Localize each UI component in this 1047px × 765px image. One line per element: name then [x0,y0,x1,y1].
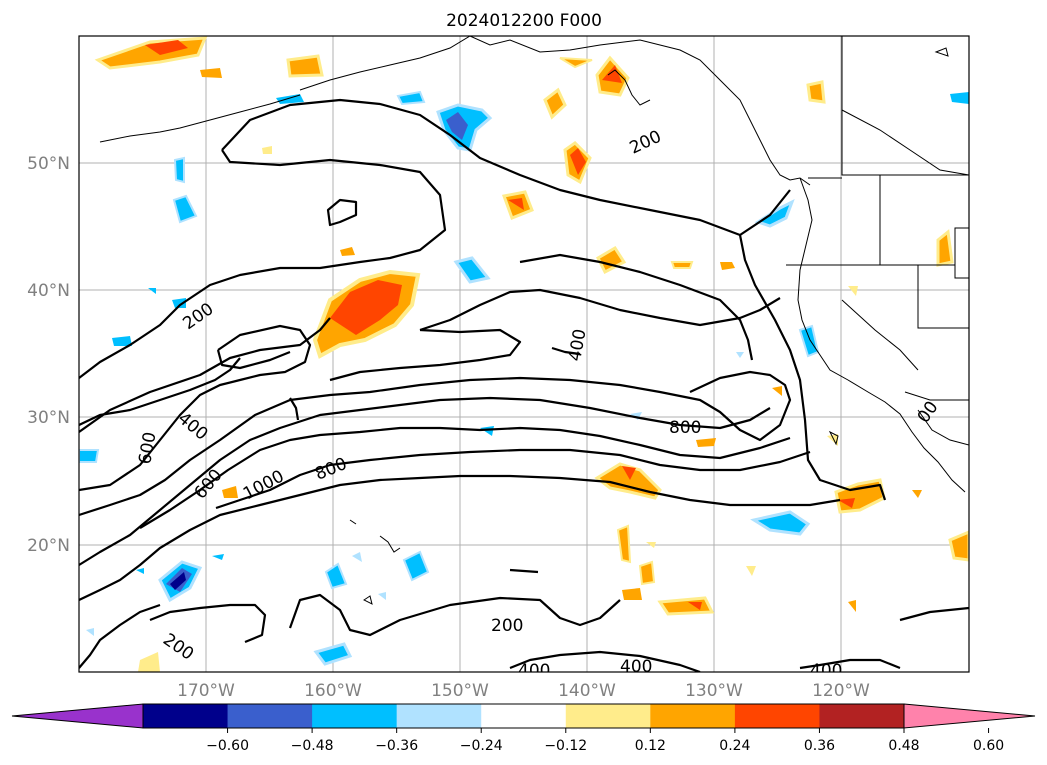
map-frame [78,35,970,673]
colorbar-segment [734,704,820,728]
colorbar-tick-label: −0.48 [291,738,334,754]
lon-label: 140°W [558,681,616,701]
lat-label: 30°N [27,408,70,428]
contour-label: 200 [159,630,197,665]
colorbar-tick-label: −0.36 [375,738,418,754]
colorbar-tick-label: 0.48 [888,738,919,754]
colorbar-tick-label: 0.12 [635,738,666,754]
colorbar-tick-label: −0.24 [460,738,503,754]
contour-label: 800 [312,454,350,485]
contour-label: 200 [491,616,523,636]
colorbar-segment [481,704,567,728]
lon-label: 170°W [177,681,235,701]
colorbar-extend-min [11,703,144,729]
lat-label: 40°N [27,281,70,301]
lon-label: 120°W [812,681,870,701]
contour-label: 400 [518,661,550,681]
contour-label: 400 [620,657,652,677]
graticule [79,36,969,672]
colorbar-tick-label: −0.60 [206,738,249,754]
contour-lines [79,98,969,672]
colorbar-tick-label: −0.12 [544,738,587,754]
colorbar-tick-label: 0.24 [719,738,750,754]
colorbar-tick-label: 0.36 [804,738,835,754]
colorbar-tick-label: 0.60 [973,738,1004,754]
contour-label: 600 [135,430,160,465]
map-area: 200 200 400 400 600 600 1000 800 800 200… [79,36,969,681]
colorbar-outline [142,703,905,729]
lat-label: 20°N [27,536,70,556]
latitude-labels: 50°N 40°N 30°N 20°N [27,154,70,556]
lon-label: 150°W [431,681,489,701]
contour-label: 400 [810,661,842,681]
contour-label: 00 [914,398,943,427]
lat-label: 50°N [27,154,70,174]
figure-title: 2024012200 F000 [446,11,602,31]
contour-label-group: 200 200 400 400 600 600 1000 800 800 200… [135,127,943,681]
longitude-labels: 170°W 160°W 150°W 140°W 130°W 120°W [177,681,870,701]
contour-label: 600 [191,465,227,503]
contour-label: 800 [669,418,701,438]
colorbar-segment [312,704,398,728]
colorbar-segment [227,704,313,728]
colorbar-segment [565,704,651,728]
lon-label: 160°W [304,681,362,701]
colorbar-extend-max [903,703,1036,729]
contour-label: 1000 [240,466,288,504]
colorbar-segment [143,704,229,728]
colorbar-segment [819,704,905,728]
colorbar-segment [396,704,482,728]
contour-label: 200 [627,127,665,159]
anomaly-fills [79,36,969,672]
colorbar-segment [650,704,736,728]
coastlines [99,36,969,605]
colorbar: −0.60 −0.48 −0.36 −0.24 −0.12 0.12 0.24 0.36 0.4… [11,703,1036,754]
lon-label: 130°W [685,681,743,701]
